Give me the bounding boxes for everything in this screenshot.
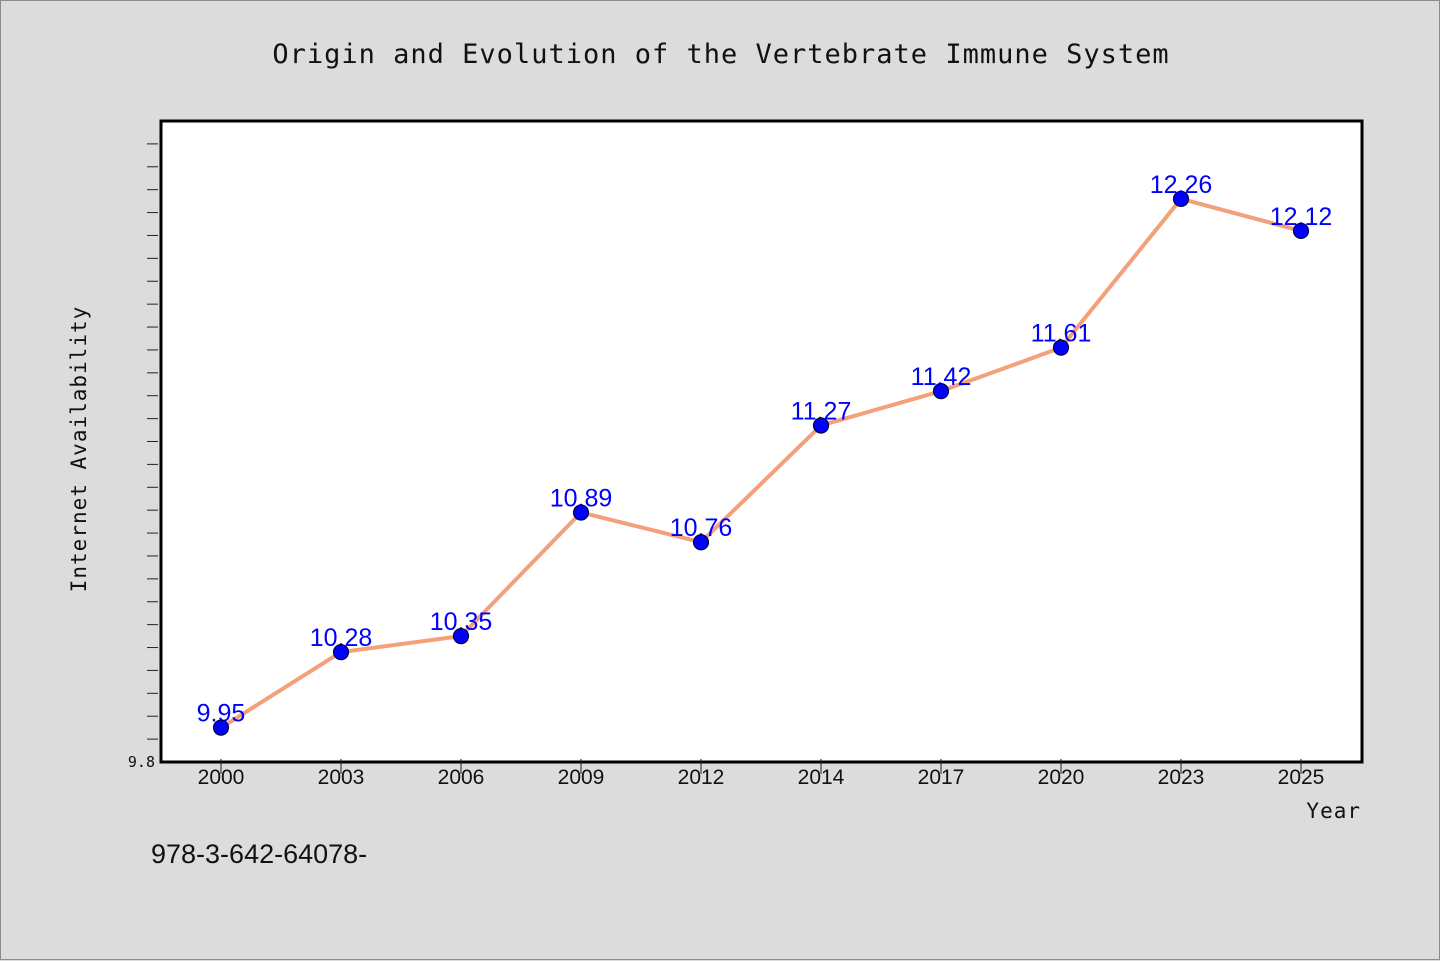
data-point: [1172, 190, 1190, 207]
x-tick-label: 2020: [1038, 766, 1085, 789]
series-layer: 9.9510.2810.3510.8910.7611.2711.4211.611…: [197, 171, 1332, 736]
x-tick-label: 2009: [558, 766, 605, 789]
data-point: [812, 417, 830, 434]
data-point: [212, 719, 230, 736]
x-axis-ticks: 2000 2003 2006 2009 2012 2014 2017 2020 2023 2025: [198, 759, 1325, 789]
x-tick-label: 2014: [798, 766, 845, 789]
plot-area: [159, 119, 1364, 764]
data-point: [1052, 339, 1070, 356]
x-tick-label: 2000: [198, 766, 245, 789]
data-point: [692, 534, 710, 551]
y-axis-title: Internet Availability: [67, 306, 91, 593]
x-tick-label: 2003: [318, 766, 365, 789]
x-tick-label: 2006: [438, 766, 485, 789]
chart-title: Origin and Evolution of the Vertebrate I…: [272, 39, 1169, 70]
data-point: [572, 504, 590, 521]
x-tick-label: 2025: [1278, 766, 1325, 789]
x-tick-label: 2023: [1158, 766, 1205, 789]
series-line: [219, 196, 1303, 730]
x-axis-title: Year: [1306, 799, 1361, 823]
data-point: [932, 383, 950, 400]
y-axis-ticks: 9.8: [128, 143, 158, 771]
data-point: [332, 644, 350, 661]
data-point: [452, 627, 470, 645]
y-tick-label: 9.8: [128, 753, 155, 771]
data-point: [1292, 222, 1310, 239]
footer-note: 978-3-642-64078-: [151, 839, 367, 869]
x-tick-label: 2012: [678, 766, 725, 789]
x-tick-label: 2017: [918, 766, 965, 789]
